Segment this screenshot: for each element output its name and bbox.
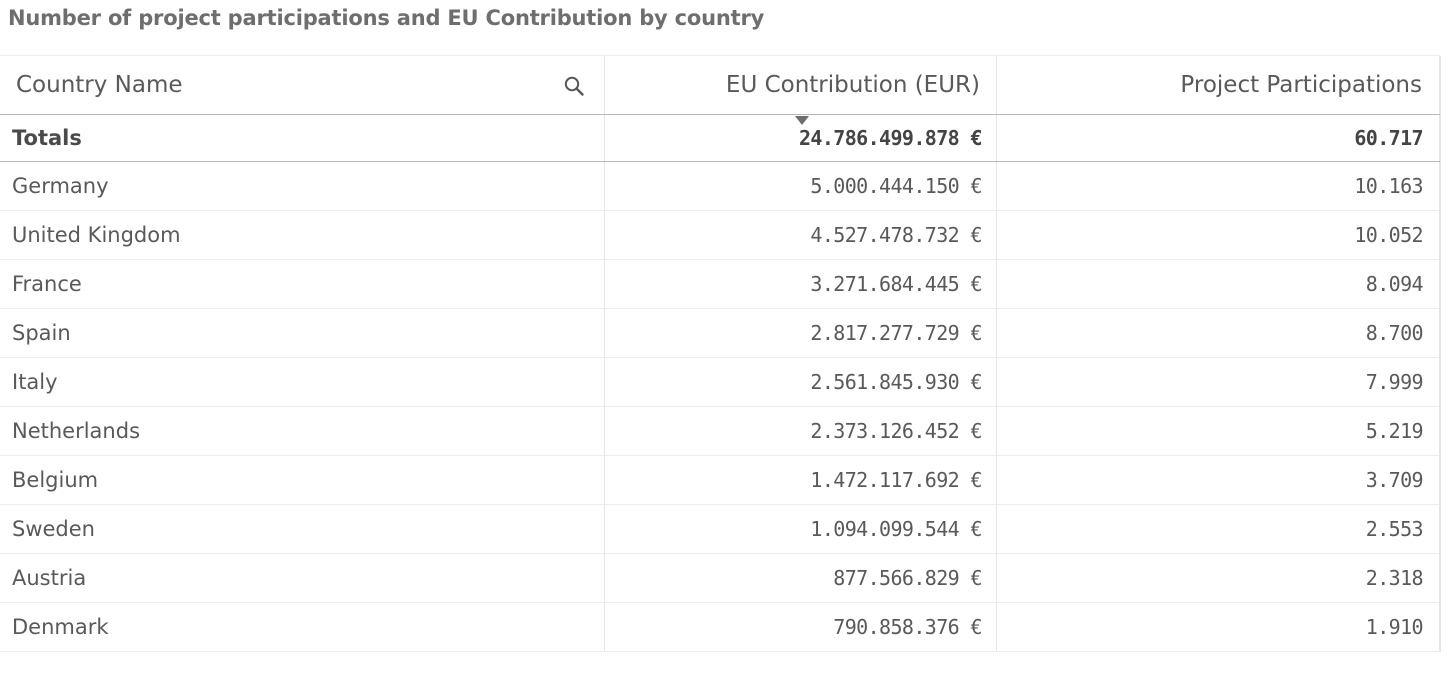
contribution-value: 877.566.829 €: [833, 566, 982, 590]
contribution-value: 1.472.117.692 €: [810, 468, 982, 492]
table-body: Germany 5.000.444.150 € 10.163 United Kingd…: [0, 162, 1440, 652]
sort-descending-indicator: [795, 116, 809, 125]
participations-value: 2.553: [1365, 517, 1424, 541]
participations-value: 7.999: [1365, 370, 1424, 394]
participations-cell: 2.553: [997, 505, 1440, 553]
contribution-cell: 2.561.845.930 €: [605, 358, 997, 406]
contribution-value: 5.000.444.150 €: [810, 174, 982, 198]
contribution-cell: 2.373.126.452 €: [605, 407, 997, 455]
contribution-value: 2.373.126.452 €: [810, 419, 982, 443]
table-header-row: Country Name EU Contribution (EUR) Proje…: [0, 56, 1440, 115]
table-row[interactable]: Italy 2.561.845.930 € 7.999: [0, 358, 1440, 407]
contribution-value: 1.094.099.544 €: [810, 517, 982, 541]
table-row[interactable]: Netherlands 2.373.126.452 € 5.219: [0, 407, 1440, 456]
participations-value: 1.910: [1365, 615, 1424, 639]
table-row[interactable]: Austria 877.566.829 € 2.318: [0, 554, 1440, 603]
participations-value: 10.163: [1354, 174, 1423, 198]
participations-cell: 7.999: [997, 358, 1440, 406]
country-name-cell[interactable]: Austria: [0, 554, 605, 602]
country-name-cell[interactable]: Netherlands: [0, 407, 605, 455]
search-icon[interactable]: [563, 75, 585, 97]
country-name-cell[interactable]: Belgium: [0, 456, 605, 504]
column-header-country-label: Country Name: [16, 72, 183, 98]
contribution-cell: 4.527.478.732 €: [605, 211, 997, 259]
table-row[interactable]: Belgium 1.472.117.692 € 3.709: [0, 456, 1440, 505]
column-header-participations[interactable]: Project Participations: [997, 56, 1440, 114]
participations-value: 8.700: [1365, 321, 1424, 345]
country-name-cell[interactable]: France: [0, 260, 605, 308]
totals-row: Totals 24.786.499.878 € 60.717: [0, 115, 1440, 162]
table-right-edge: [1440, 56, 1441, 652]
chart-title: Number of project participations and EU …: [8, 6, 765, 30]
column-header-country[interactable]: Country Name: [0, 56, 605, 114]
participations-cell: 8.700: [997, 309, 1440, 357]
contribution-cell: 3.271.684.445 €: [605, 260, 997, 308]
column-header-contribution[interactable]: EU Contribution (EUR): [605, 56, 997, 114]
contribution-cell: 877.566.829 €: [605, 554, 997, 602]
column-header-participations-label: Project Participations: [1180, 72, 1422, 98]
participations-value: 10.052: [1354, 223, 1423, 247]
contribution-value: 4.527.478.732 €: [810, 223, 982, 247]
table-row[interactable]: Sweden 1.094.099.544 € 2.553: [0, 505, 1440, 554]
participations-cell: 8.094: [997, 260, 1440, 308]
contribution-value: 790.858.376 €: [833, 615, 982, 639]
participations-value: 2.318: [1365, 566, 1424, 590]
column-header-contribution-label: EU Contribution (EUR): [725, 72, 980, 98]
participations-cell: 5.219: [997, 407, 1440, 455]
participations-cell: 10.052: [997, 211, 1440, 259]
participations-cell: 2.318: [997, 554, 1440, 602]
totals-contribution-cell: 24.786.499.878 €: [605, 115, 997, 161]
participations-value: 3.709: [1365, 468, 1424, 492]
contribution-cell: 1.472.117.692 €: [605, 456, 997, 504]
country-name-cell[interactable]: Italy: [0, 358, 605, 406]
participations-value: 8.094: [1365, 272, 1424, 296]
table-row[interactable]: Germany 5.000.444.150 € 10.163: [0, 162, 1440, 211]
totals-participations: 60.717: [1354, 126, 1423, 150]
contribution-value: 2.561.845.930 €: [810, 370, 982, 394]
country-name-cell[interactable]: Spain: [0, 309, 605, 357]
title-divider: [0, 55, 1440, 56]
table-row[interactable]: Spain 2.817.277.729 € 8.700: [0, 309, 1440, 358]
contribution-cell: 790.858.376 €: [605, 603, 997, 651]
participations-cell: 3.709: [997, 456, 1440, 504]
data-table: Country Name EU Contribution (EUR) Proje…: [0, 56, 1440, 652]
participations-cell: 1.910: [997, 603, 1440, 651]
participations-cell: 10.163: [997, 162, 1440, 210]
country-name-cell[interactable]: United Kingdom: [0, 211, 605, 259]
table-row[interactable]: Denmark 790.858.376 € 1.910: [0, 603, 1440, 652]
contribution-value: 2.817.277.729 €: [810, 321, 982, 345]
country-name-cell[interactable]: Germany: [0, 162, 605, 210]
contribution-cell: 2.817.277.729 €: [605, 309, 997, 357]
contribution-cell: 5.000.444.150 €: [605, 162, 997, 210]
country-name-cell[interactable]: Denmark: [0, 603, 605, 651]
contribution-cell: 1.094.099.544 €: [605, 505, 997, 553]
totals-participations-cell: 60.717: [997, 115, 1440, 161]
totals-label: Totals: [0, 115, 605, 161]
participations-value: 5.219: [1365, 419, 1424, 443]
country-name-cell[interactable]: Sweden: [0, 505, 605, 553]
contribution-value: 3.271.684.445 €: [810, 272, 982, 296]
table-row[interactable]: France 3.271.684.445 € 8.094: [0, 260, 1440, 309]
table-row[interactable]: United Kingdom 4.527.478.732 € 10.052: [0, 211, 1440, 260]
totals-contribution: 24.786.499.878 €: [798, 126, 983, 150]
